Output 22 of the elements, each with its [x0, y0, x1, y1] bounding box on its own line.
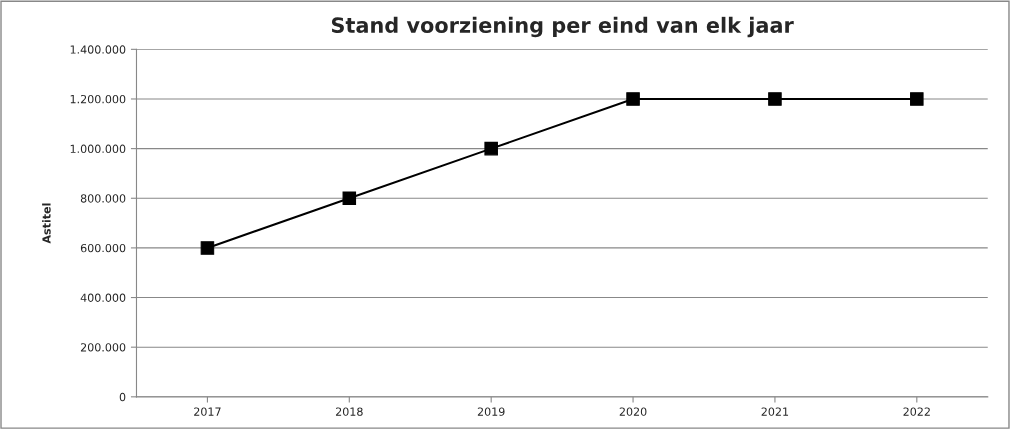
chart-title: Stand voorziening per eind van elk jaar: [331, 16, 794, 38]
point: [200, 241, 215, 255]
x-tick-label: 2017: [194, 407, 221, 416]
point: [768, 92, 782, 106]
y-tick-label: 200.000: [80, 343, 126, 352]
y-tick-label: 0: [119, 392, 126, 402]
y-tick-label: 1.000.000: [70, 144, 126, 153]
point: [910, 92, 924, 106]
point: [484, 141, 498, 156]
y-tick-label: 600.000: [80, 243, 126, 253]
y-axis-title: Astitel: [42, 203, 51, 244]
x-tick-label: 2021: [761, 407, 789, 416]
x-tick-label: 2020: [619, 407, 647, 416]
y-tick-label: 800.000: [80, 194, 126, 203]
y-tick-label: 1.400.000: [70, 45, 126, 54]
x-tick-label: 2019: [477, 407, 505, 416]
x-tick-label: 2018: [335, 407, 363, 416]
y-tick-label: 1.200.000: [70, 94, 126, 104]
point: [342, 191, 357, 206]
x-tick-label: 2022: [903, 407, 930, 416]
y-tick-label: 400.000: [80, 293, 126, 302]
point: [626, 92, 640, 106]
